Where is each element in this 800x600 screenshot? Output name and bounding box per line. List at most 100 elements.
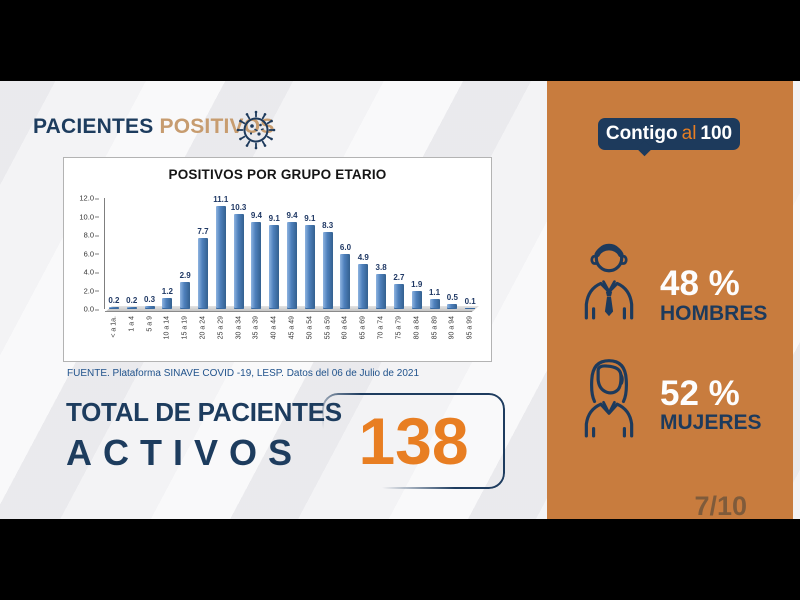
virus-inner-dots (249, 123, 262, 136)
chart-3d-floor (105, 306, 479, 312)
bar-value-label: 3.8 (375, 262, 387, 272)
chart-bar-slot: 2.7 75 a 79 (390, 198, 408, 339)
virus-icon (236, 110, 276, 150)
x-axis-tick-label: 75 a 79 (395, 316, 403, 340)
total-title-line1: TOTAL DE PACIENTES (66, 397, 342, 427)
hombres-label: HOMBRES (660, 302, 768, 325)
bar-value-label: 4.9 (357, 252, 369, 262)
chart-bar-slot: 7.7 20 a 24 (194, 198, 212, 340)
x-axis-tick-label: 25 a 29 (217, 316, 225, 340)
chart-bar-slot: 0.2 1 a 4 (123, 198, 141, 331)
x-axis-tick-label: 40 a 44 (270, 316, 278, 340)
chart-bar (197, 237, 208, 309)
chart-bar-slot: 4.9 65 a 69 (354, 198, 372, 340)
slide: PACIENTES POSITIVOS (0, 81, 800, 519)
logo-word-al: al (681, 123, 697, 144)
chart-bar-slot: 3.8 70 a 74 (372, 198, 390, 340)
bar-value-label: 2.9 (179, 271, 191, 281)
chart-bar (322, 232, 333, 309)
chart-bar (215, 206, 226, 309)
chart-bar (358, 263, 369, 309)
virus-spikes (236, 110, 276, 150)
total-title: TOTAL DE PACIENTES ACTIVOS (66, 397, 342, 474)
chart-bar-slot: 2.9 15 a 19 (176, 198, 194, 339)
chart-bar-slot: 1.9 80 a 84 (408, 198, 426, 339)
bar-value-label: 0.1 (464, 297, 476, 307)
y-axis-tick-label: 6.0 (83, 249, 100, 258)
x-axis-tick-label: 50 a 54 (306, 316, 314, 340)
x-axis-tick-label: < a 1a. (110, 316, 118, 338)
bar-value-label: 10.3 (230, 202, 247, 212)
bar-value-label: 9.1 (304, 213, 316, 223)
x-axis-tick-label: 65 a 69 (359, 316, 367, 340)
source-text: FUENTE. Plataforma SINAVE COVID -19, LES… (67, 368, 420, 379)
chart-bar (411, 291, 422, 309)
x-axis-tick-label: 80 a 84 (413, 316, 421, 340)
y-axis-tick-label: 4.0 (83, 267, 100, 277)
y-axis-tick-label: 0.0 (83, 304, 100, 314)
x-axis-tick-label: 1 a 4 (128, 316, 136, 332)
chart-title: POSITIVOS POR GRUPO ETARIO (168, 167, 387, 182)
hombres-percent: 48 % (660, 264, 740, 303)
chart-plot: 0.2 < a 1a. 0.2 1 a 4 0.3 5 a 9 1.2 10 a 14 2.9 1… (104, 195, 479, 340)
y-axis-labels: 0.0 2.0 4.0 6.0 8.0 10.0 12.0 (72, 194, 100, 314)
y-axis-tick-label: 10.0 (79, 212, 99, 221)
chart-bar (429, 298, 440, 309)
bar-value-label: 7.7 (197, 226, 209, 236)
x-axis-tick-label: 45 a 49 (288, 316, 296, 340)
chart-bar-slot: 9.1 50 a 54 (301, 198, 319, 340)
chart-bar-slot: 9.1 40 a 44 (265, 198, 283, 340)
chart-bar (251, 222, 262, 309)
main-content-area: PACIENTES POSITIVOS (0, 81, 547, 519)
contigo-al-100-logo: Contigo al 100 (598, 118, 740, 150)
page-title-strong: PACIENTES (33, 115, 154, 138)
mujeres-percent: 52 % (660, 374, 740, 413)
x-axis-tick-label: 15 a 19 (181, 316, 189, 340)
x-axis-tick-label: 55 a 59 (324, 316, 332, 340)
chart-bar (180, 282, 191, 309)
chart-bar (233, 213, 244, 309)
x-axis-tick-label: 85 a 89 (431, 316, 439, 340)
bar-value-label: 6.0 (339, 242, 352, 252)
total-value-frame (322, 393, 505, 489)
chart-bar-slot: 1.2 10 a 14 (158, 198, 176, 339)
chart-bar-slot: 1.1 85 a 89 (426, 198, 444, 340)
bar-value-label: 2.7 (393, 273, 405, 283)
y-axis-tick-label: 8.0 (83, 230, 100, 240)
bar-value-label: 9.4 (286, 211, 298, 221)
x-axis-tick-label: 35 a 39 (252, 316, 260, 340)
bar-value-label: 11.1 (213, 195, 229, 205)
logo-word-100: 100 (700, 123, 733, 144)
bar-value-label: 1.9 (411, 280, 423, 290)
x-axis-tick-label: 90 a 94 (448, 316, 456, 340)
chart-bar-slot: 6.0 60 a 64 (337, 198, 355, 340)
chart-bar-slot: 8.3 55 a 59 (319, 198, 337, 339)
chart-bar (108, 307, 119, 309)
x-axis-tick-label: 70 a 74 (377, 316, 385, 340)
chart-bar-slot: 11.1 25 a 29 (212, 195, 230, 339)
chart-bar-slot: 9.4 35 a 39 (248, 198, 266, 339)
bar-value-label: 1.1 (428, 287, 441, 297)
y-axis-tick-label: 2.0 (83, 286, 100, 296)
bar-value-label: 1.2 (161, 286, 173, 296)
chart-bar-slot: 0.2 < a 1a. (105, 198, 123, 337)
page-indicator: 7/10 (694, 491, 747, 519)
bar-value-label: 8.3 (322, 221, 334, 231)
mujeres-label: MUJERES (660, 411, 762, 434)
chart-bar-slots: 0.2 < a 1a. 0.2 1 a 4 0.3 5 a 9 1.2 10 a 14 2.9 1… (105, 195, 479, 340)
x-axis-tick-label: 30 a 34 (235, 316, 243, 340)
chart-bar-slot: 0.5 90 a 94 (443, 198, 461, 339)
chart-bar (287, 222, 298, 309)
chart-bar (162, 297, 173, 309)
sidebar-panel: Contigo al 100 48 % HOMBRES (547, 81, 793, 519)
chart-card: POSITIVOS POR GRUPO ETARIO 0.0 2.0 4.0 6.0 8… (63, 157, 492, 362)
chart-bar (465, 308, 476, 309)
bar-value-label: 0.2 (126, 296, 138, 306)
man-icon (584, 243, 634, 320)
chart-bar (447, 304, 458, 309)
chart-bar (269, 224, 280, 309)
bar-value-label: 0.5 (446, 293, 458, 303)
chart-bar (144, 306, 155, 309)
chart-bar-slot: 0.1 95 a 99 (461, 198, 479, 339)
